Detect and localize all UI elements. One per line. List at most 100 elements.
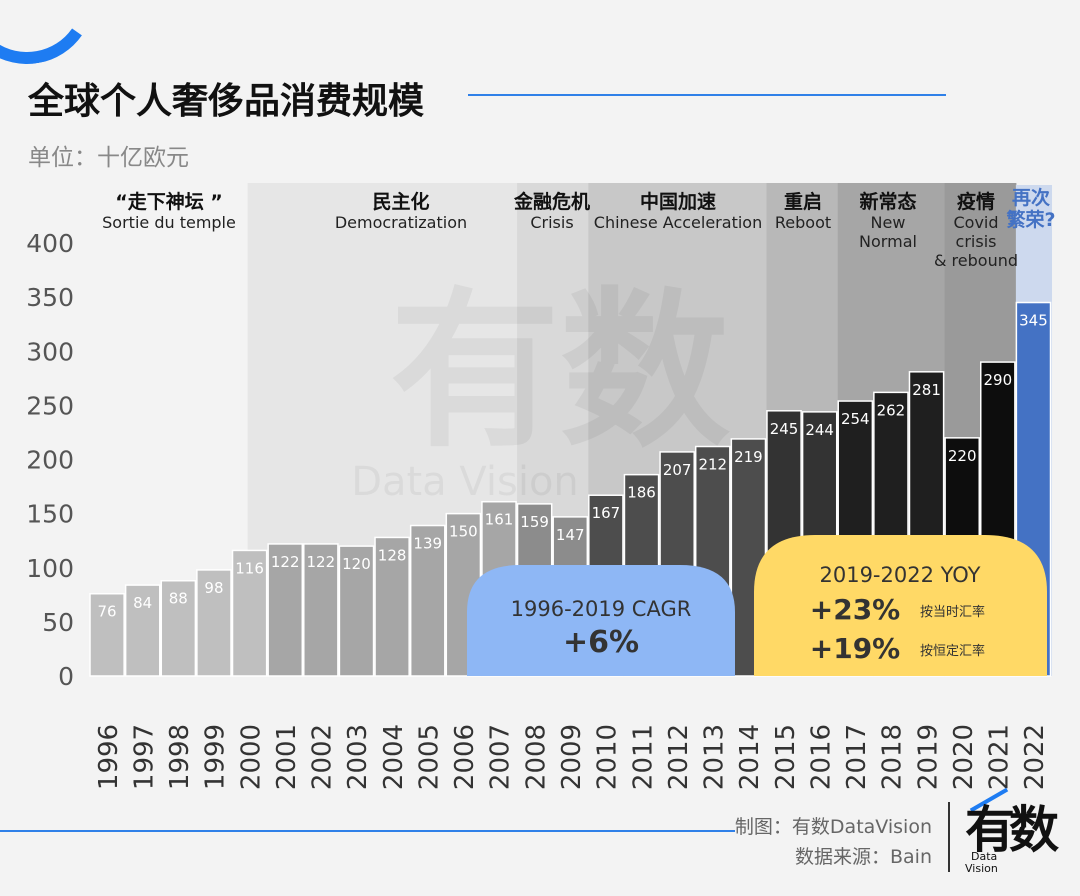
y-tick-label: 50 — [42, 608, 74, 637]
phase-title: 中国加速 — [640, 190, 716, 213]
bar-value-label: 212 — [698, 456, 727, 474]
x-tick-label: 2011 — [628, 724, 658, 790]
bar-value-label: 150 — [449, 523, 478, 541]
yoy-note: 按当时汇率 — [920, 604, 985, 620]
bar-2003 — [338, 545, 375, 677]
title-rule — [468, 94, 946, 96]
y-tick-label: 150 — [26, 500, 74, 529]
logo-glyph: 有数 — [965, 801, 1059, 859]
phase-title: 重启 — [784, 190, 822, 213]
bar-value-label: 139 — [413, 535, 442, 553]
bar-value-label: 345 — [1019, 312, 1048, 330]
cagr-value: +6% — [563, 625, 639, 660]
bar-2004 — [374, 536, 410, 677]
x-tick-label: 2003 — [343, 724, 373, 790]
x-tick-label: 2012 — [664, 724, 694, 790]
phase-subtitle: Sortie du temple — [102, 213, 236, 232]
credit-text: 制图：有数DataVision — [734, 816, 932, 838]
bar-value-label: 167 — [592, 504, 621, 522]
bar-value-label: 128 — [378, 546, 407, 564]
x-tick-label: 2020 — [949, 724, 979, 790]
bar-2000 — [231, 549, 268, 677]
phase-title: 金融危机 — [513, 190, 590, 213]
phase-subtitle: Normal — [859, 232, 917, 251]
footer-rule — [0, 830, 735, 832]
chart-title: 全球个人奢侈品消费规模 — [28, 81, 425, 122]
phase-subtitle: Chinese Acceleration — [594, 213, 762, 232]
footer-separator — [948, 802, 950, 872]
phase-subtitle: Democratization — [335, 213, 467, 232]
yoy-label: 2019-2022 YOY — [819, 563, 980, 587]
x-tick-label: 2008 — [521, 724, 551, 790]
x-tick-label: 2015 — [771, 724, 801, 790]
x-tick-label: 2010 — [593, 724, 623, 790]
bar-value-label: 207 — [663, 461, 692, 479]
phase-title: 繁荣? — [1006, 208, 1055, 231]
logo-sub-data: Data — [971, 850, 998, 863]
y-tick-label: 200 — [26, 446, 74, 475]
phase-title: 疫情 — [957, 190, 995, 213]
y-tick-label: 0 — [58, 662, 74, 691]
bar-value-label: 84 — [133, 594, 152, 612]
y-tick-label: 250 — [26, 391, 74, 420]
x-tick-label: 2016 — [806, 724, 836, 790]
x-tick-label: 1996 — [94, 724, 124, 790]
bar-value-label: 159 — [520, 513, 549, 531]
x-tick-label: 2019 — [913, 724, 943, 790]
phase-title: 新常态 — [859, 190, 916, 213]
x-tick-label: 2021 — [985, 724, 1015, 790]
bar-value-label: 262 — [877, 401, 906, 419]
bar-value-label: 122 — [307, 553, 336, 571]
bar-value-label: 88 — [169, 590, 188, 608]
x-tick-label: 1999 — [201, 724, 231, 790]
bar-value-label: 120 — [342, 555, 371, 573]
x-tick-label: 2014 — [735, 724, 765, 790]
phase-title: 再次 — [1012, 186, 1050, 209]
watermark-sub: Data Vision — [351, 459, 579, 505]
cagr-box — [467, 565, 735, 676]
phase-title: 民主化 — [372, 190, 429, 213]
bar-value-label: 245 — [770, 420, 799, 438]
x-tick-label: 2001 — [272, 724, 302, 790]
bar-2005 — [409, 524, 446, 677]
bar-2002 — [303, 543, 339, 677]
luxury-spending-chart: 有数Data Vision 0 50 100 150 200 250 300 350 400 76 1… — [26, 183, 1056, 790]
cagr-label: 1996-2019 CAGR — [511, 597, 692, 621]
bar-value-label: 290 — [983, 371, 1012, 389]
y-tick-label: 400 — [26, 229, 74, 258]
phase-subtitle: crisis — [956, 232, 997, 251]
bar-1999 — [196, 569, 232, 677]
bar-1998 — [160, 579, 197, 677]
phase-subtitle: Reboot — [775, 213, 831, 232]
bar-2001 — [267, 543, 304, 677]
x-tick-label: 2013 — [700, 724, 730, 790]
x-tick-label: 2004 — [379, 724, 409, 790]
y-tick-label: 300 — [26, 337, 74, 366]
x-tick-label: 2007 — [486, 724, 516, 790]
phase-subtitle: New — [871, 213, 906, 232]
logo-sub-vision: Vision — [965, 862, 998, 875]
bar-value-label: 220 — [948, 447, 977, 465]
y-tick-label: 100 — [26, 554, 74, 583]
bar-value-label: 244 — [805, 421, 834, 439]
x-tick-label: 2005 — [414, 724, 444, 790]
bar-value-label: 186 — [627, 484, 656, 502]
x-tick-label: 2022 — [1020, 724, 1050, 790]
x-tick-label: 2018 — [878, 724, 908, 790]
bar-value-label: 76 — [98, 603, 117, 621]
watermark-glyph: 有数 — [390, 273, 730, 471]
x-tick-label: 2017 — [842, 724, 872, 790]
bar-value-label: 219 — [734, 448, 763, 466]
source-text: 数据来源：Bain — [795, 846, 932, 868]
unit-label: 单位：十亿欧元 — [28, 145, 189, 171]
yoy-note: 按恒定汇率 — [920, 643, 985, 659]
phase-subtitle: Covid — [953, 213, 998, 232]
yoy-box — [754, 535, 1047, 676]
x-tick-label: 2009 — [557, 724, 587, 790]
x-tick-label: 1998 — [165, 724, 195, 790]
datavision-logo: 有数 Data Vision — [965, 787, 1065, 880]
phase-subtitle: Crisis — [530, 213, 573, 232]
x-tick-label: 2002 — [308, 724, 338, 790]
bar-1997 — [124, 584, 161, 677]
bar-value-label: 98 — [204, 579, 223, 597]
